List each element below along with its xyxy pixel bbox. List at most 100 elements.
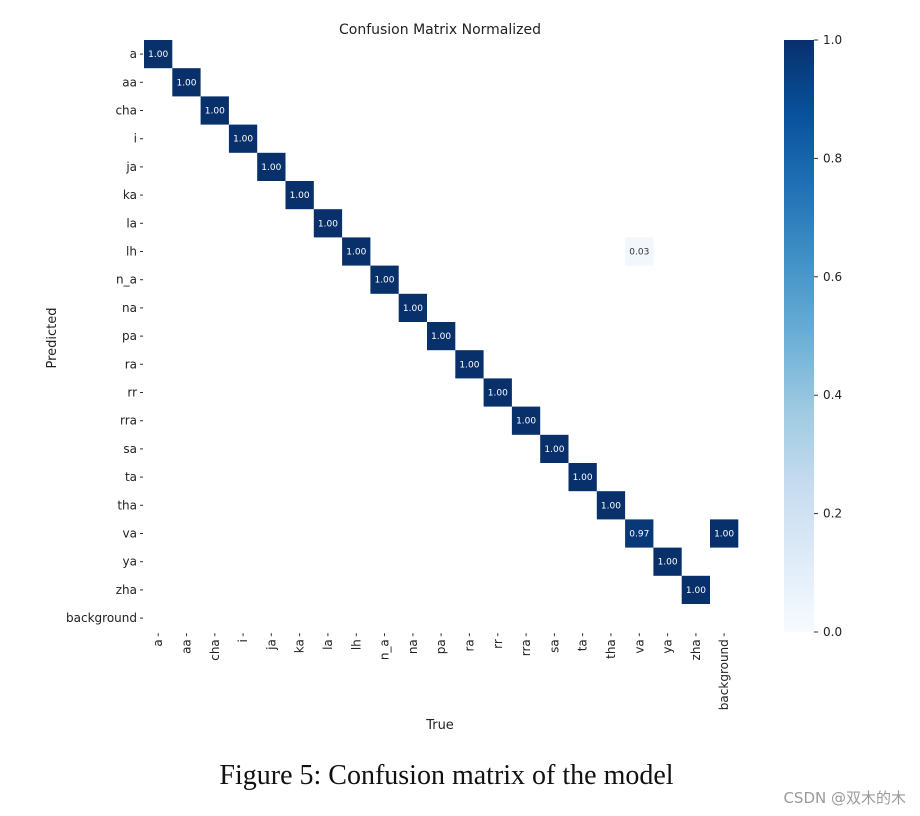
y-tick-label: ta	[125, 470, 137, 484]
colorbar-tick-label: 0.2	[823, 507, 842, 521]
cell-value-label: 1.00	[318, 219, 338, 229]
y-tick-label: aa	[122, 75, 137, 89]
colorbar-tick-label: 0.0	[823, 625, 842, 639]
cell-value-label: 1.00	[403, 304, 423, 314]
x-tick-label: va	[632, 639, 646, 653]
x-axis-ticks: a aa cha i ja ka la lh n_a na pa ra rr rra sa ta tha va ya…	[151, 633, 731, 710]
x-tick-label: ka	[293, 639, 307, 653]
colorbar-tick-label: 0.6	[823, 270, 842, 284]
cell-value-label: 1.00	[346, 248, 366, 258]
chart-title: Confusion Matrix Normalized	[339, 22, 541, 38]
x-tick-label: a	[151, 639, 165, 646]
cell-value-label: 1.00	[686, 586, 706, 596]
y-tick-label: na	[122, 301, 137, 315]
y-tick-label: a	[130, 47, 137, 61]
heatmap-cell	[653, 547, 682, 576]
x-tick-label: lh	[349, 639, 363, 650]
y-axis-label: Predicted	[45, 307, 60, 368]
heatmap-cell	[625, 237, 654, 266]
cell-value-label: 1.00	[176, 78, 196, 88]
heatmap-cell	[342, 237, 371, 266]
colorbar-ticks: 1.0 0.8 0.6 0.4 0.2 0.0	[814, 33, 842, 639]
cell-value-label: 1.00	[544, 445, 564, 455]
y-tick-label: cha	[115, 104, 137, 118]
heatmap-cell	[625, 519, 654, 548]
cell-value-label: 1.00	[431, 332, 451, 342]
heatmap-cells: 1.00 1.00 1.00 1.00 1.00 1.00 1.00 1.00 0.03 1.00…	[144, 40, 739, 604]
y-tick-label: sa	[123, 442, 137, 456]
colorbar-tick-label: 0.4	[823, 388, 842, 402]
x-tick-label: pa	[434, 639, 448, 654]
x-tick-label: la	[321, 639, 335, 650]
heatmap-cell	[681, 575, 710, 604]
heatmap-cell	[596, 491, 626, 520]
heatmap-cell	[200, 96, 229, 125]
cell-value-label: 1.00	[148, 50, 168, 60]
heatmap-cell	[313, 209, 343, 238]
heatmap-cell	[710, 519, 739, 548]
y-tick-label: la	[126, 216, 137, 230]
cell-value-label: 1.00	[205, 107, 225, 117]
x-tick-label: rr	[491, 639, 505, 649]
y-tick-label: background	[66, 611, 137, 625]
y-tick-label: ya	[123, 555, 137, 569]
watermark: CSDN @双木的木	[783, 789, 906, 807]
x-tick-label: background	[717, 639, 731, 710]
x-tick-label: ta	[576, 639, 590, 651]
cell-value-label: 1.00	[658, 558, 678, 568]
cell-value-label: 0.03	[629, 248, 649, 258]
cell-value-label: 0.97	[629, 530, 649, 540]
cell-value-label: 1.00	[601, 501, 621, 511]
heatmap-cell	[144, 40, 173, 69]
y-tick-label: i	[134, 132, 137, 146]
cell-value-label: 1.00	[488, 389, 508, 399]
y-axis-ticks: aaachaijakalalhn_anapararrrrasatathavaya…	[66, 47, 143, 625]
colorbar-tick-label: 0.8	[823, 151, 842, 165]
y-tick-label: va	[123, 527, 137, 541]
cell-value-label: 1.00	[459, 360, 479, 370]
figure-caption: Figure 5: Confusion matrix of the model	[219, 760, 674, 791]
y-tick-label: tha	[117, 498, 137, 512]
cell-value-label: 1.00	[714, 530, 734, 540]
colorbar-tick-label: 1.0	[823, 33, 842, 47]
x-tick-label: ja	[264, 639, 278, 651]
x-tick-label: rra	[519, 639, 533, 656]
y-tick-label: ra	[125, 357, 137, 371]
heatmap-cell	[398, 293, 427, 322]
heatmap-cell	[455, 350, 484, 379]
y-tick-label: n_a	[116, 273, 137, 287]
cell-value-label: 1.00	[233, 135, 253, 145]
heatmap-cell	[285, 181, 314, 210]
y-tick-label: rra	[120, 414, 137, 428]
heatmap-cell	[228, 124, 258, 153]
heatmap-cell	[483, 378, 512, 407]
x-tick-label: cha	[208, 639, 222, 661]
x-tick-label: ra	[462, 639, 476, 651]
heatmap-cell	[370, 265, 399, 294]
heatmap-cell	[568, 463, 597, 492]
x-tick-label: na	[406, 639, 420, 654]
y-tick-label: ja	[125, 160, 137, 174]
heatmap-cell	[511, 406, 541, 435]
x-tick-label: i	[236, 639, 250, 642]
cell-value-label: 1.00	[374, 276, 394, 286]
cell-value-label: 1.00	[573, 473, 593, 483]
heatmap-cell	[540, 434, 569, 463]
y-tick-label: rr	[127, 386, 137, 400]
heatmap-cell	[172, 68, 201, 97]
cell-value-label: 1.00	[290, 191, 310, 201]
x-tick-label: ya	[661, 639, 675, 653]
cell-value-label: 1.00	[516, 417, 536, 427]
y-tick-label: ka	[123, 188, 137, 202]
heatmap-cell	[257, 152, 286, 181]
y-tick-label: pa	[122, 329, 137, 343]
y-tick-label: zha	[116, 583, 137, 597]
x-tick-label: aa	[180, 639, 194, 654]
heatmap-cell	[427, 322, 456, 351]
x-tick-label: sa	[547, 639, 561, 653]
cell-value-label: 1.00	[261, 163, 281, 173]
y-tick-label: lh	[126, 245, 137, 259]
x-tick-label: tha	[604, 639, 618, 659]
colorbar	[784, 40, 814, 632]
